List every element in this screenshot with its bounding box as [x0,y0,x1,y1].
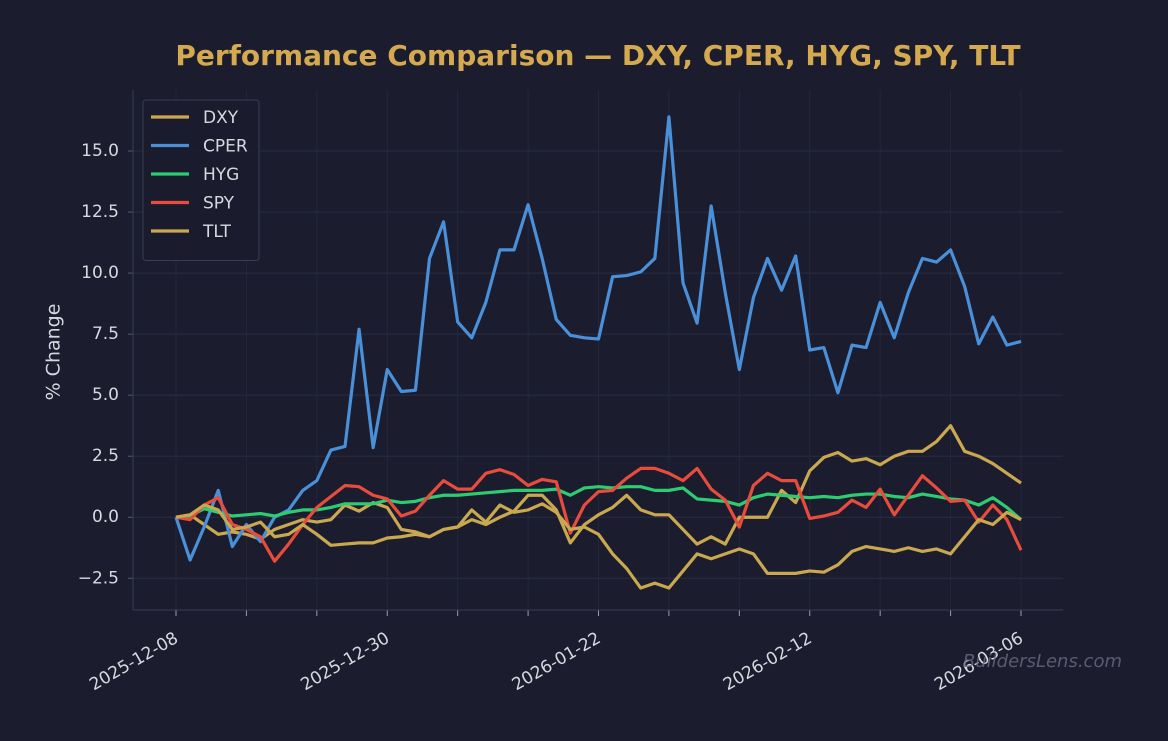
legend-box [142,99,260,261]
chart-title: Performance Comparison — DXY, CPER, HYG,… [175,39,1020,72]
legend-label: HYG [203,165,239,185]
y-tick-label: −2.5 [78,568,119,588]
y-tick-label: 7.5 [92,324,119,344]
watermark: BuildersLens.com [963,651,1122,672]
y-tick-label: 5.0 [92,385,119,405]
y-axis-label: % Change [43,304,65,401]
y-tick-label: 12.5 [81,202,119,222]
series-line [174,115,1022,562]
legend-label: TLT [202,222,232,242]
legend-label: SPY [203,194,235,214]
legend-label: DXY [203,108,239,128]
series-line [175,502,1022,590]
y-tick-label: 2.5 [92,446,119,466]
y-tick-label: 10.0 [81,263,119,283]
y-tick-label: 15.0 [81,141,119,161]
series-line [175,466,1023,563]
y-tick-label: 0.0 [92,507,119,527]
series-line [175,424,1022,546]
legend-label: CPER [203,137,248,157]
